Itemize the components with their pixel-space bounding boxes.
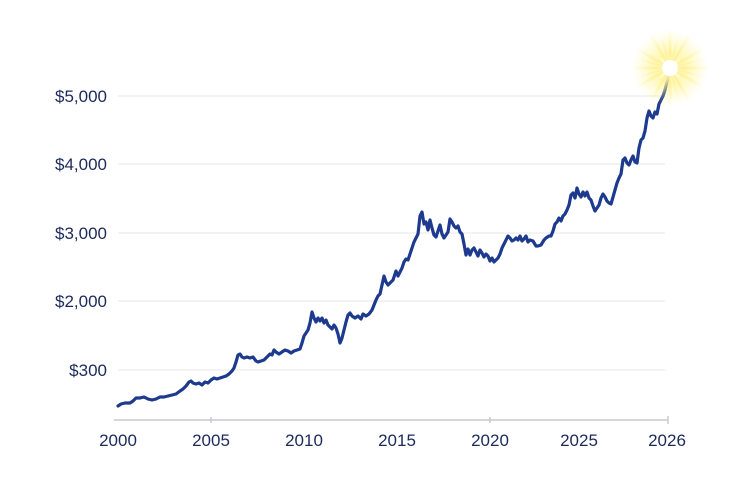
price-series-line	[116, 72, 671, 408]
y-label-4000: $4,000	[55, 155, 107, 174]
x-label-2025: 2025	[560, 431, 598, 450]
y-label-5000: $5,000	[55, 87, 107, 106]
gridlines	[118, 95, 665, 371]
x-label-2015: 2015	[378, 431, 416, 450]
x-label-2010: 2010	[285, 431, 323, 450]
y-axis: $5,000 $4,000 $3,000 $2,000 $300	[55, 87, 107, 380]
x-label-2020: 2020	[471, 431, 509, 450]
x-label-2026: 2026	[648, 431, 686, 450]
x-axis: 2000 2005 2010 2015 2020 2025 2026	[99, 416, 686, 450]
y-label-300: $300	[69, 361, 107, 380]
x-label-2000: 2000	[99, 431, 137, 450]
y-label-2000: $2,000	[55, 292, 107, 311]
y-label-3000: $3,000	[55, 224, 107, 243]
x-label-2005: 2005	[192, 431, 230, 450]
starburst-glow-icon	[630, 28, 710, 108]
